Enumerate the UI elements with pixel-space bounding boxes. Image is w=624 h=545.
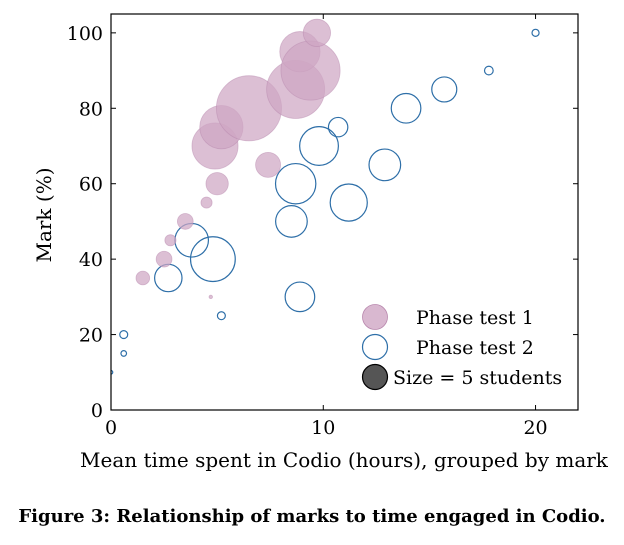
x-tick-label: 0 — [105, 417, 117, 439]
y-tick-label: 20 — [79, 325, 103, 347]
phase-test-1-marker — [255, 151, 281, 178]
phase-test-1-marker — [302, 18, 331, 47]
phase-test-1-marker — [208, 294, 213, 300]
phase-test-2-marker — [275, 205, 308, 238]
phase-test-1-marker — [155, 250, 173, 268]
legend-marker-size-reference — [361, 363, 389, 391]
phase-test-2-marker — [483, 65, 494, 76]
y-tick-label: 100 — [67, 23, 103, 45]
phase-test-2-marker — [154, 263, 183, 293]
x-tick-label: 20 — [523, 417, 547, 439]
legend-label-size-reference: Size = 5 students — [393, 367, 562, 389]
plot-frame — [110, 13, 579, 411]
phase-test-2-marker — [111, 369, 114, 375]
phase-test-2-marker — [299, 126, 339, 166]
phase-test-2-marker — [390, 92, 422, 124]
x-axis-title: Mean time spent in Codio (hours), groupe… — [80, 448, 609, 472]
phase-test-2-marker — [368, 148, 402, 182]
phase-test-2-marker — [329, 183, 368, 222]
phase-test-2-marker — [120, 350, 128, 357]
phase-test-1-marker — [280, 40, 341, 101]
x-tick-label: 10 — [311, 417, 335, 439]
phase-test-2-marker — [189, 236, 236, 283]
legend-label-phase-test-2: Phase test 2 — [416, 337, 534, 359]
phase-test-1-marker — [164, 234, 177, 247]
phase-test-1-marker — [135, 270, 151, 286]
phase-test-2-marker — [431, 76, 458, 103]
y-tick-label: 40 — [79, 249, 103, 271]
legend-marker-phase-test-1 — [362, 304, 388, 330]
legend-label-phase-test-1: Phase test 1 — [416, 307, 534, 329]
y-tick-label: 60 — [79, 174, 103, 196]
phase-test-2-marker — [284, 281, 316, 313]
y-tick-label: 0 — [91, 400, 103, 422]
phase-test-2-marker — [327, 116, 349, 138]
phase-test-1-marker — [200, 196, 213, 209]
y-tick-label: 80 — [79, 98, 103, 120]
phase-test-2-marker — [531, 28, 540, 37]
phase-test-1-marker — [205, 172, 229, 196]
legend-marker-phase-test-2 — [361, 333, 389, 361]
axis-ticks: 0 10 20 0 20 40 60 80 100 — [67, 14, 578, 439]
figure-caption: Figure 3: Relationship of marks to time … — [18, 506, 606, 527]
phase-test-2-marker — [216, 311, 226, 321]
phase-test-2-marker — [119, 330, 129, 340]
phase-test-2-marker — [274, 162, 317, 205]
phase-test-1-marker — [176, 213, 194, 230]
legend: Phase test 1 Phase test 2 Size = 5 stude… — [361, 304, 562, 391]
y-axis-title: Mark (%) — [32, 167, 56, 262]
plot-markers — [111, 18, 540, 375]
